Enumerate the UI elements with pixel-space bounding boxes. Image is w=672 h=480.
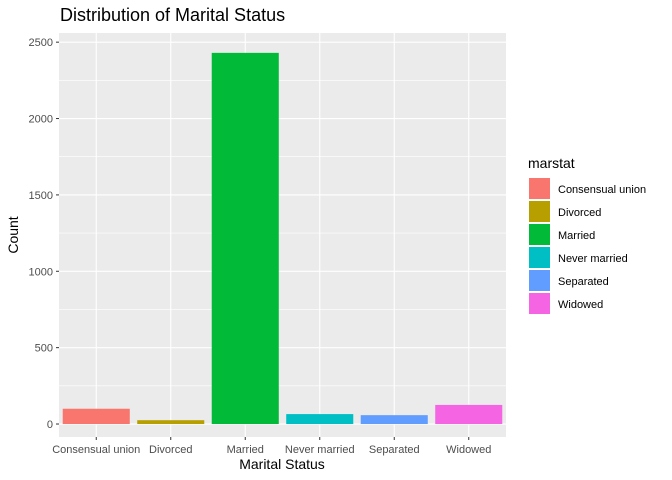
bars — [62, 52, 503, 425]
y-tick-label: 2500 — [29, 37, 53, 49]
legend-key — [529, 293, 550, 314]
y-tick-label: 500 — [35, 343, 53, 355]
x-tick-label: Divorced — [149, 444, 192, 456]
legend-label: Never married — [558, 253, 628, 265]
chart-title: Distribution of Marital Status — [60, 5, 285, 25]
x-tick-label: Separated — [369, 444, 420, 456]
legend-label: Divorced — [558, 207, 601, 219]
legend-key — [529, 201, 550, 222]
x-tick-label: Widowed — [446, 444, 491, 456]
x-tick-label: Married — [227, 444, 264, 456]
bar-consensual-union — [62, 408, 130, 425]
y-tick-label: 1000 — [29, 266, 53, 278]
bar-married — [211, 52, 279, 425]
bar-divorced — [137, 420, 205, 425]
legend-title: marstat — [528, 155, 575, 171]
bar-separated — [360, 415, 428, 425]
legend-key — [529, 270, 550, 291]
x-axis: Consensual union Divorced Married Never mar… — [52, 437, 491, 456]
bar-widowed — [435, 404, 503, 425]
legend-label: Consensual union — [558, 184, 646, 196]
legend-label: Widowed — [558, 299, 603, 311]
legend-label: Married — [558, 230, 595, 242]
legend-key — [529, 178, 550, 199]
legend: marstat Consensual union Divorced Married N… — [528, 155, 646, 314]
y-tick-label: 1500 — [29, 190, 53, 202]
x-axis-title: Marital Status — [239, 456, 325, 472]
legend-key — [529, 224, 550, 245]
legend-label: Separated — [558, 276, 609, 288]
y-axis-title: Count — [5, 216, 21, 253]
y-tick-label: 2000 — [29, 114, 53, 126]
legend-key — [529, 247, 550, 268]
x-tick-label: Never married — [285, 444, 355, 456]
y-axis: 0 500 1000 1500 2000 2500 — [29, 37, 59, 431]
bar-never-married — [286, 414, 354, 425]
y-tick-label: 0 — [47, 419, 53, 431]
x-tick-label: Consensual union — [52, 444, 140, 456]
plot-panel — [59, 33, 506, 437]
